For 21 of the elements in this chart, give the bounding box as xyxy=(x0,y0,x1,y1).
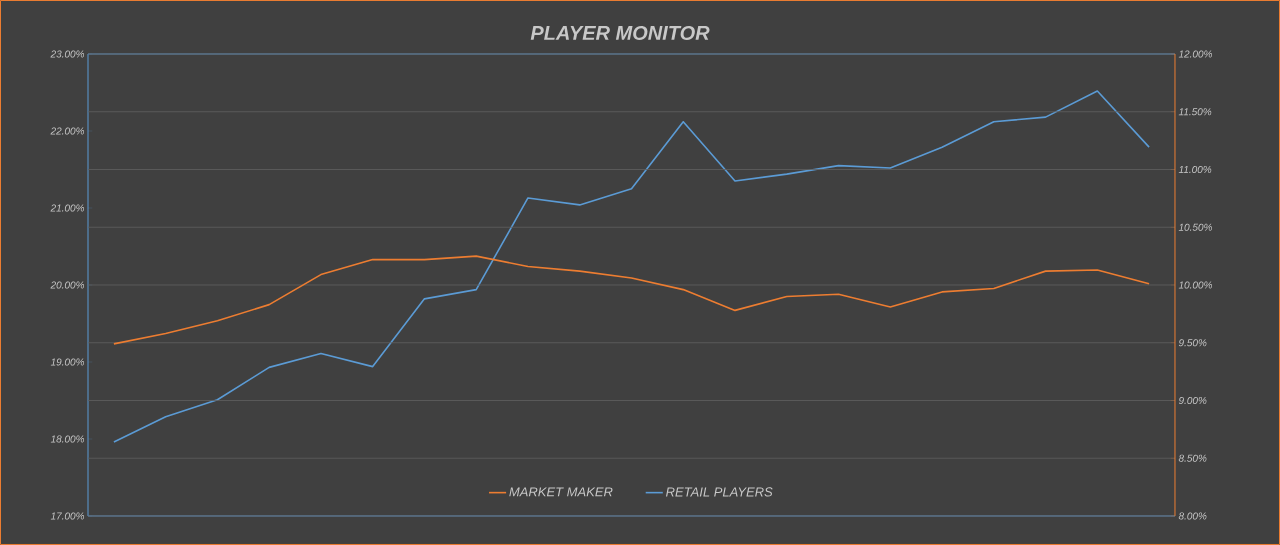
y-tick-label: 20.00% xyxy=(50,281,85,289)
legend-label: RETAIL PLAYERS xyxy=(665,487,773,497)
y-tick-label: 23.00% xyxy=(50,50,85,58)
y-tick-label: 22.00% xyxy=(50,127,85,135)
y2-tick-label: 9.50% xyxy=(1178,339,1207,347)
y2-tick-label: 8.00% xyxy=(1178,512,1207,520)
line-series xyxy=(113,255,1150,345)
y-tick-label: 18.00% xyxy=(50,435,85,443)
y2-tick-label: 11.50% xyxy=(1178,108,1212,116)
line-series xyxy=(113,90,1150,443)
y-tick-label: 17.00% xyxy=(50,512,85,520)
y2-tick-label: 10.50% xyxy=(1178,223,1212,231)
chart-title: PLAYER MONITOR xyxy=(530,25,710,41)
y2-tick-label: 11.00% xyxy=(1178,165,1212,174)
y2-tick-label: 12.00% xyxy=(1178,50,1212,58)
y-tick-label: 21.00% xyxy=(50,204,85,212)
legend-label: MARKET MAKER xyxy=(509,487,613,497)
y-tick-label: 19.00% xyxy=(50,358,85,366)
y2-tick-label: 10.00% xyxy=(1178,281,1212,289)
y2-tick-label: 8.50% xyxy=(1178,454,1207,462)
y2-tick-label: 9.00% xyxy=(1178,396,1207,405)
